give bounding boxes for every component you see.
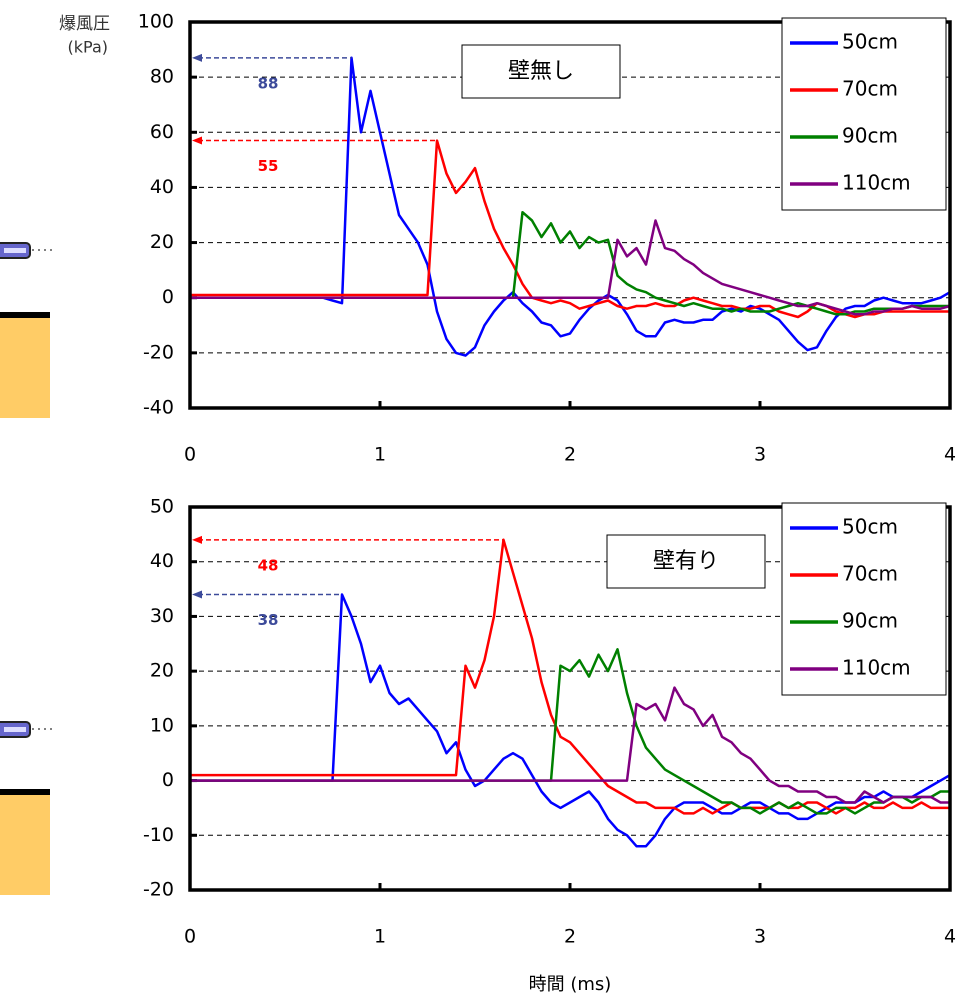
legend-label: 50cm bbox=[842, 515, 898, 539]
legend-label: 70cm bbox=[842, 562, 898, 586]
legend-box bbox=[781, 17, 947, 211]
x-tick-label: 4 bbox=[944, 926, 956, 948]
annotation-arrowhead bbox=[192, 590, 202, 599]
legend-label: 90cm bbox=[842, 609, 898, 633]
label-box bbox=[606, 534, 766, 589]
annotation-arrowhead bbox=[192, 136, 202, 145]
y-tick-label: 30 bbox=[150, 605, 174, 627]
series-line bbox=[190, 538, 950, 815]
x-axis-label: 時間 (ms) bbox=[529, 974, 612, 995]
annotation-label: 48 bbox=[258, 556, 279, 574]
y-tick-label: -40 bbox=[143, 397, 174, 419]
y-tick-label: 100 bbox=[138, 11, 174, 33]
y-axis-unit: (kPa) bbox=[68, 38, 108, 57]
annotation-arrowhead bbox=[192, 53, 202, 62]
y-tick-label: -10 bbox=[143, 824, 174, 846]
y-tick-label: 0 bbox=[162, 286, 174, 308]
y-tick-label: 40 bbox=[150, 550, 174, 572]
y-tick-label: -20 bbox=[143, 341, 174, 363]
x-tick-label: 0 bbox=[184, 444, 196, 466]
y-tick-label: 40 bbox=[150, 176, 174, 198]
label-box-text: 壁有り bbox=[653, 549, 719, 574]
y-axis-label: 爆風圧 bbox=[59, 14, 110, 34]
legend-box bbox=[781, 502, 947, 696]
legend-label: 90cm bbox=[842, 124, 898, 148]
y-tick-label: -20 bbox=[143, 879, 174, 901]
legend-label: 110cm bbox=[842, 171, 911, 195]
x-tick-label: 2 bbox=[564, 444, 576, 466]
y-tick-label: 50 bbox=[150, 496, 174, 518]
x-tick-label: 0 bbox=[184, 926, 196, 948]
series-line bbox=[190, 219, 951, 316]
plot-frame bbox=[188, 505, 952, 892]
series-line bbox=[190, 210, 950, 316]
label-box bbox=[461, 44, 621, 99]
annotation-label: 38 bbox=[258, 611, 279, 629]
x-tick-label: 2 bbox=[564, 926, 576, 948]
annotation-arrowhead bbox=[192, 535, 202, 544]
legend-label: 50cm bbox=[842, 30, 898, 54]
x-tick-label: 1 bbox=[374, 926, 386, 948]
legend-label: 110cm bbox=[842, 656, 911, 680]
x-tick-label: 4 bbox=[944, 444, 956, 466]
y-tick-label: 20 bbox=[150, 231, 174, 253]
y-tick-label: 80 bbox=[150, 66, 174, 88]
y-tick-label: 20 bbox=[150, 660, 174, 682]
annotation-label: 88 bbox=[258, 74, 279, 92]
y-tick-label: 60 bbox=[150, 121, 174, 143]
plot-frame bbox=[188, 20, 952, 410]
series-line bbox=[190, 686, 950, 804]
legend-label: 70cm bbox=[842, 77, 898, 101]
x-tick-label: 3 bbox=[754, 926, 766, 948]
side-decoration bbox=[0, 242, 52, 895]
label-box-text: 壁無し bbox=[508, 59, 574, 84]
annotation-label: 55 bbox=[258, 157, 279, 175]
x-tick-label: 3 bbox=[754, 444, 766, 466]
y-tick-label: 10 bbox=[150, 714, 174, 736]
x-tick-label: 1 bbox=[374, 444, 386, 466]
y-tick-label: 0 bbox=[162, 769, 174, 791]
